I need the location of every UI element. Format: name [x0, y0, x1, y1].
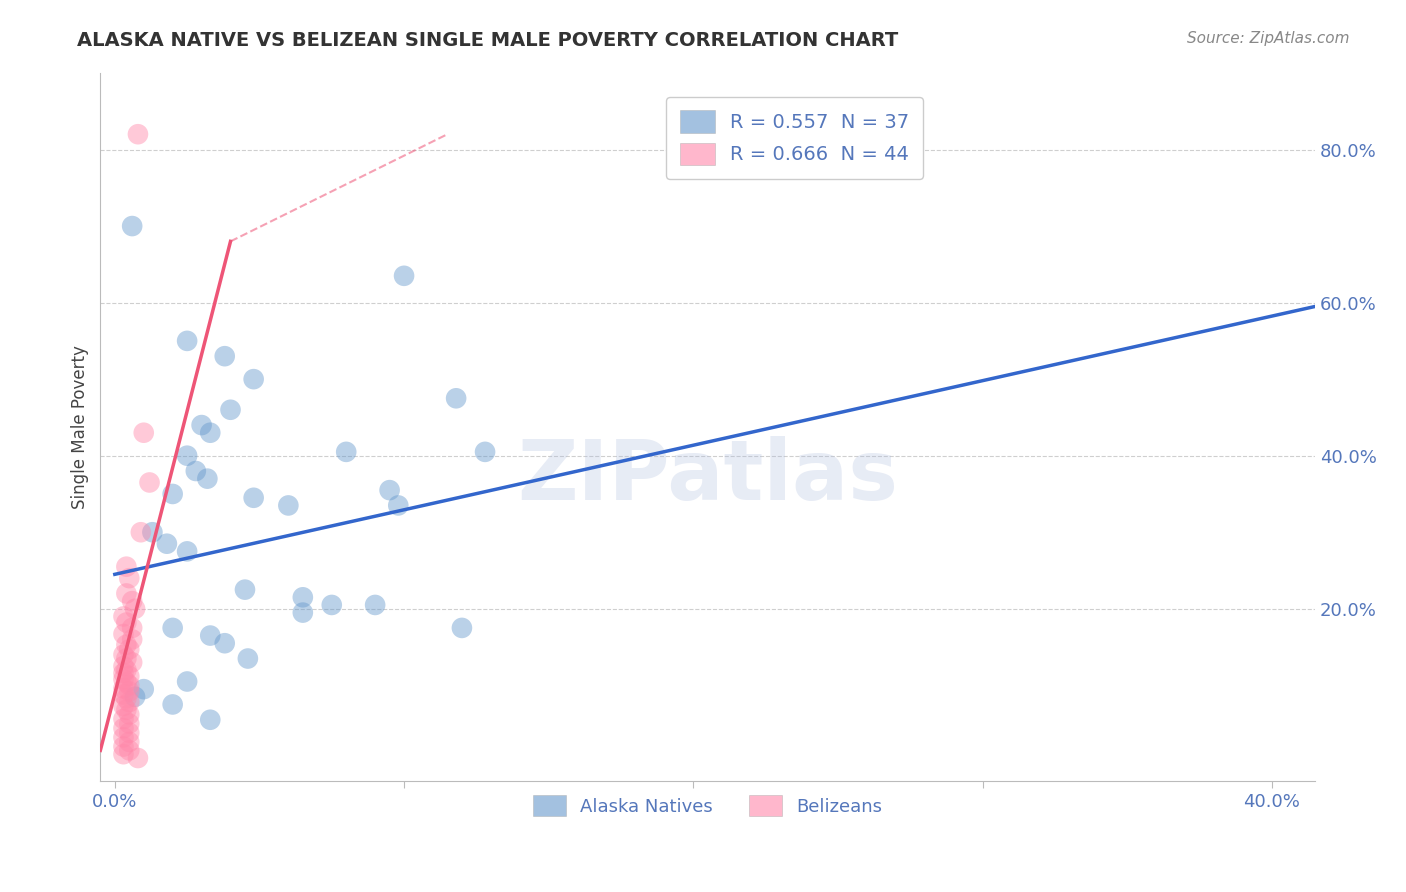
Point: [115, 615, 138, 630]
Point: [233, 582, 256, 597]
Y-axis label: Single Male Poverty: Single Male Poverty: [72, 345, 89, 509]
Point: [392, 268, 415, 283]
Point: [118, 707, 141, 722]
Text: ZIPatlas: ZIPatlas: [517, 436, 898, 517]
Point: [115, 663, 138, 677]
Point: [115, 703, 138, 717]
Point: [112, 747, 135, 762]
Point: [162, 621, 184, 635]
Point: [200, 713, 222, 727]
Point: [200, 425, 222, 440]
Point: [219, 402, 242, 417]
Point: [291, 606, 314, 620]
Point: [121, 632, 143, 647]
Point: [115, 691, 138, 706]
Point: [132, 682, 155, 697]
Point: [214, 349, 236, 363]
Point: [291, 591, 314, 605]
Point: [195, 472, 218, 486]
Point: [129, 525, 152, 540]
Point: [121, 656, 143, 670]
Point: [127, 127, 149, 141]
Point: [118, 725, 141, 739]
Point: [115, 638, 138, 652]
Point: [277, 499, 299, 513]
Point: [124, 601, 146, 615]
Point: [176, 334, 198, 348]
Point: [112, 659, 135, 673]
Point: [118, 571, 141, 585]
Point: [124, 690, 146, 704]
Point: [321, 598, 343, 612]
Point: [112, 666, 135, 681]
Point: [112, 712, 135, 726]
Point: [115, 675, 138, 690]
Point: [115, 559, 138, 574]
Point: [190, 418, 212, 433]
Text: ALASKA NATIVE VS BELIZEAN SINGLE MALE POVERTY CORRELATION CHART: ALASKA NATIVE VS BELIZEAN SINGLE MALE PO…: [77, 31, 898, 50]
Point: [176, 449, 198, 463]
Point: [112, 688, 135, 702]
Point: [184, 464, 207, 478]
Point: [236, 651, 259, 665]
Point: [112, 739, 135, 754]
Point: [214, 636, 236, 650]
Point: [127, 751, 149, 765]
Point: [162, 698, 184, 712]
Point: [200, 629, 222, 643]
Point: [176, 544, 198, 558]
Point: [121, 219, 143, 233]
Point: [444, 392, 467, 406]
Point: [118, 684, 141, 698]
Point: [132, 425, 155, 440]
Point: [112, 627, 135, 641]
Point: [156, 537, 179, 551]
Point: [242, 372, 264, 386]
Point: [335, 445, 357, 459]
Point: [242, 491, 264, 505]
Point: [451, 621, 474, 635]
Point: [112, 731, 135, 745]
Point: [118, 695, 141, 709]
Point: [141, 525, 163, 540]
Point: [118, 669, 141, 683]
Point: [118, 678, 141, 692]
Point: [112, 609, 135, 624]
Legend: Alaska Natives, Belizeans: Alaska Natives, Belizeans: [524, 786, 891, 825]
Point: [176, 674, 198, 689]
Point: [112, 672, 135, 686]
Point: [378, 483, 401, 497]
Point: [121, 594, 143, 608]
Point: [115, 586, 138, 600]
Point: [118, 642, 141, 657]
Text: Source: ZipAtlas.com: Source: ZipAtlas.com: [1187, 31, 1350, 46]
Point: [112, 681, 135, 696]
Point: [138, 475, 160, 490]
Point: [115, 651, 138, 665]
Point: [162, 487, 184, 501]
Point: [387, 499, 409, 513]
Point: [118, 716, 141, 731]
Point: [112, 698, 135, 713]
Point: [121, 621, 143, 635]
Point: [364, 598, 387, 612]
Point: [112, 648, 135, 662]
Point: [118, 743, 141, 757]
Point: [474, 445, 496, 459]
Point: [118, 735, 141, 749]
Point: [112, 721, 135, 735]
